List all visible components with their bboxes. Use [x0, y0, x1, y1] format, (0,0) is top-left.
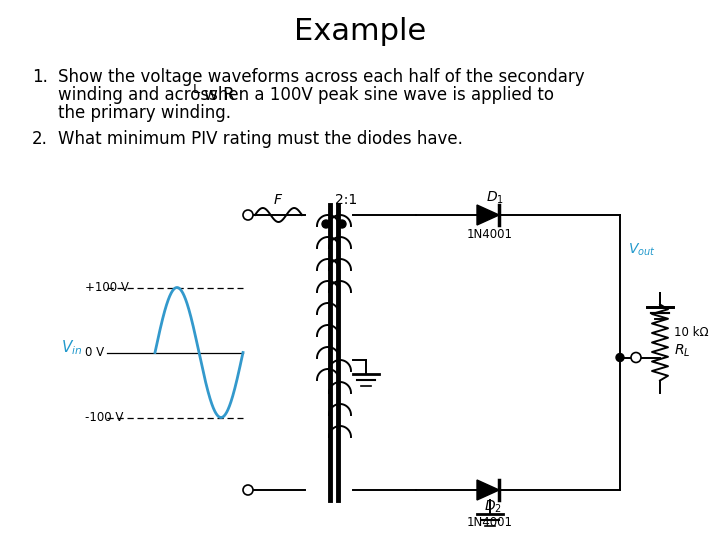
Text: What minimum PIV rating must the diodes have.: What minimum PIV rating must the diodes … — [58, 130, 463, 148]
Text: Example: Example — [294, 17, 426, 46]
Text: Show the voltage waveforms across each half of the secondary: Show the voltage waveforms across each h… — [58, 68, 585, 86]
Text: $D_2$: $D_2$ — [484, 499, 502, 515]
Text: L: L — [192, 83, 199, 96]
Text: the primary winding.: the primary winding. — [58, 104, 231, 122]
Text: 1N4001: 1N4001 — [467, 228, 513, 241]
Text: +100 V: +100 V — [85, 281, 129, 294]
Text: -100 V: -100 V — [85, 411, 123, 424]
Circle shape — [616, 354, 624, 361]
Text: when a 100V peak sine wave is applied to: when a 100V peak sine wave is applied to — [199, 86, 554, 104]
Polygon shape — [477, 205, 499, 225]
Polygon shape — [477, 480, 499, 500]
Text: $R_L$: $R_L$ — [674, 342, 690, 359]
Text: $D_1$: $D_1$ — [486, 190, 504, 206]
Circle shape — [243, 485, 253, 495]
Text: 1N4001: 1N4001 — [467, 516, 513, 530]
Text: $F$: $F$ — [274, 193, 284, 207]
Text: 1.: 1. — [32, 68, 48, 86]
Text: $V_{out}$: $V_{out}$ — [628, 242, 656, 258]
Text: winding and across R: winding and across R — [58, 86, 235, 104]
Circle shape — [243, 210, 253, 220]
Circle shape — [338, 220, 346, 228]
Text: 0 V: 0 V — [85, 346, 104, 359]
Text: 10 kΩ: 10 kΩ — [674, 326, 708, 339]
Text: $V_{in}$: $V_{in}$ — [61, 338, 83, 357]
Text: 2:1: 2:1 — [335, 193, 357, 207]
Circle shape — [322, 220, 330, 228]
Circle shape — [631, 353, 641, 362]
Text: 2.: 2. — [32, 130, 48, 148]
